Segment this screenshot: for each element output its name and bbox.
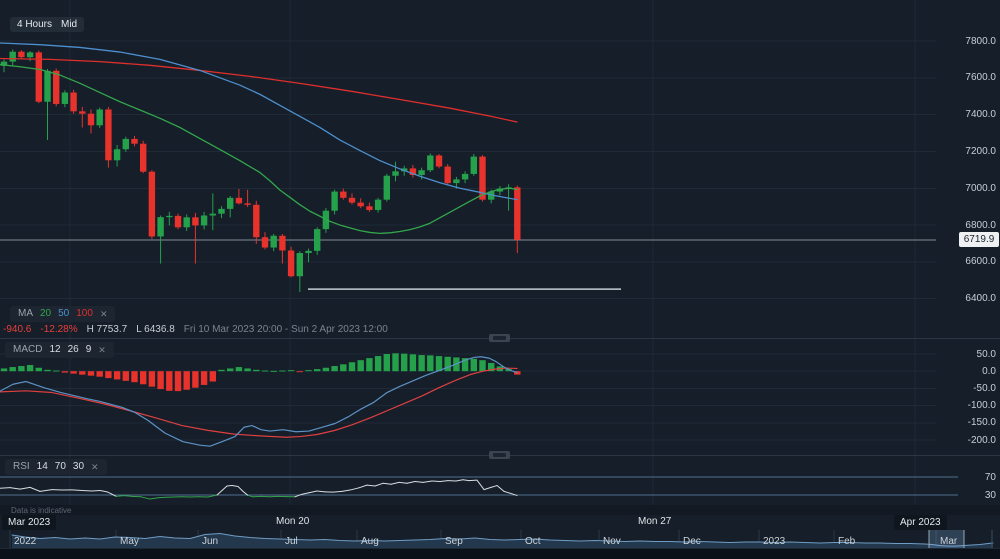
macd-fast: 12 [49, 344, 61, 355]
rsi-oversold: 30 [72, 461, 85, 472]
change-percent: -12.28% [40, 324, 78, 335]
price-tick-label: 6400.0 [965, 293, 996, 305]
macd-label: MACD [13, 344, 43, 355]
price-tick-label: 6600.0 [965, 256, 996, 268]
navigator-month-label: Mar [940, 536, 958, 547]
macd-tick-label: 0.0 [982, 365, 996, 377]
navigator-month-label: 2022 [14, 536, 37, 547]
navigator-month-label: May [120, 536, 139, 547]
panel-resize-handle[interactable] [489, 451, 510, 459]
navigator-month-label: Dec [683, 536, 701, 547]
rsi-indicator-chip[interactable]: RSI 14 70 30 ✕ [5, 459, 107, 475]
horizontal-scrollbar[interactable] [0, 548, 1000, 559]
change-value: -940.6 [3, 324, 32, 335]
price-type-button[interactable]: Mid [54, 17, 85, 32]
price-tick-label: 6800.0 [965, 219, 996, 231]
current-price-tag: 6719.9 [959, 232, 999, 248]
date-tick-label: Mar 2023 [2, 515, 57, 530]
macd-tick-label: 50.0 [976, 348, 996, 360]
navigator-month-label: 2023 [763, 536, 786, 547]
rsi-overbought: 70 [54, 461, 66, 472]
macd-tick-label: -50.0 [973, 382, 996, 394]
macd-tick-label: -150.0 [967, 417, 996, 429]
interval-button[interactable]: 4 Hours [10, 17, 60, 32]
high-value: H 7753.7 [86, 324, 128, 335]
macd-close-icon[interactable]: ✕ [98, 345, 106, 355]
price-tick-label: 7200.0 [965, 145, 996, 157]
ma-period-50: 50 [58, 308, 70, 319]
price-tick-label: 7000.0 [965, 182, 996, 194]
navigator-month-label: Jun [202, 536, 219, 547]
navigator-month-label: Sep [445, 536, 463, 547]
navigator-month-label: Nov [603, 536, 621, 547]
price-tick-label: 7800.0 [965, 35, 996, 47]
ma-period-100: 100 [76, 308, 93, 319]
price-tick-label: 7600.0 [965, 72, 996, 84]
ma-indicator-chip[interactable]: MA 20 50 100 ✕ [10, 306, 116, 322]
panel-resize-handle[interactable] [489, 334, 510, 342]
navigator-month-label: Oct [525, 536, 541, 547]
date-tick-label: Apr 2023 [894, 515, 947, 530]
macd-signal: 9 [85, 344, 92, 355]
macd-indicator-chip[interactable]: MACD 12 26 9 ✕ [5, 342, 114, 358]
rsi-label: RSI [13, 461, 30, 472]
macd-slow: 26 [67, 344, 79, 355]
rsi-period: 14 [36, 461, 48, 472]
ma-period-20: 20 [40, 308, 52, 319]
rsi-tick-label: 70 [984, 471, 996, 483]
date-tick-label: Mon 27 [638, 516, 672, 527]
indicative-note: Data is indicative [11, 506, 72, 515]
macd-tick-label: -200.0 [967, 434, 996, 446]
low-value: L 6436.8 [136, 324, 175, 335]
navigator-month-label: Feb [838, 536, 856, 547]
navigator-month-label: Aug [361, 536, 379, 547]
price-stats-row: -940.6 -12.28% H 7753.7 L 6436.8 Fri 10 … [3, 324, 388, 336]
footer-strip [0, 505, 1000, 515]
price-tick-label: 7400.0 [965, 109, 996, 121]
ma-label: MA [18, 308, 33, 319]
date-range: Fri 10 Mar 2023 20:00 - Sun 2 Apr 2023 1… [183, 324, 388, 335]
macd-tick-label: -100.0 [967, 400, 996, 412]
date-tick-label: Mon 20 [276, 516, 310, 527]
rsi-close-icon[interactable]: ✕ [91, 462, 99, 472]
navigator-month-label: Jul [285, 536, 298, 547]
rsi-tick-label: 30 [984, 489, 996, 501]
ma-close-icon[interactable]: ✕ [99, 309, 108, 319]
